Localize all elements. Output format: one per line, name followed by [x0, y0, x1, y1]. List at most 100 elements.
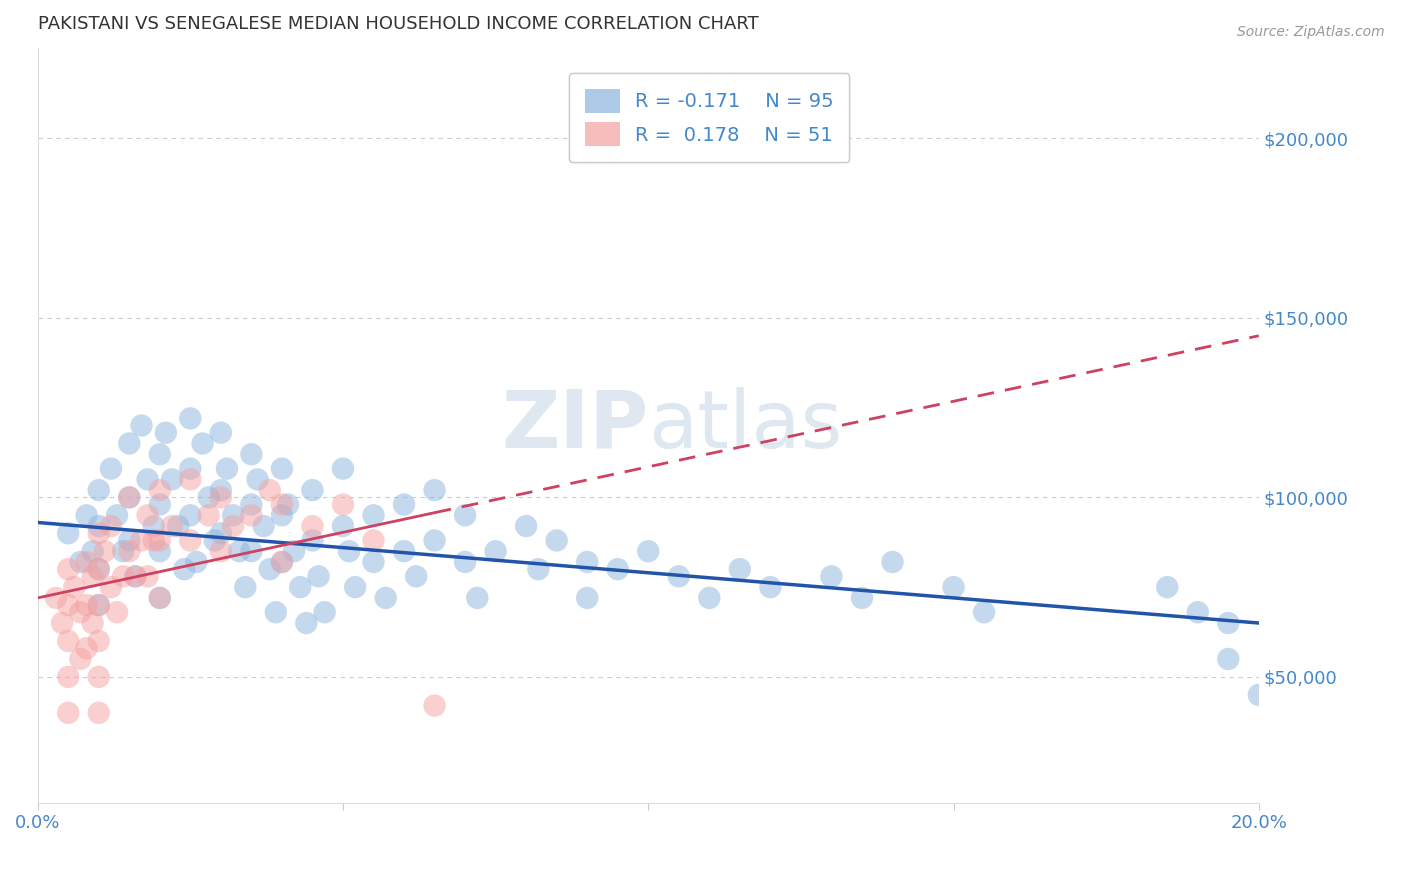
Pakistanis — [87, 519, 110, 533]
Pakistanis — [112, 544, 135, 558]
Pakistanis — [454, 508, 477, 523]
Pakistanis — [363, 508, 385, 523]
Pakistanis — [515, 519, 537, 533]
Text: ZIP: ZIP — [501, 386, 648, 465]
Senegalese — [45, 591, 67, 605]
Pakistanis — [527, 562, 550, 576]
Senegalese — [58, 598, 80, 612]
Pakistanis — [405, 569, 427, 583]
Pakistanis — [973, 605, 995, 619]
Senegalese — [87, 526, 110, 541]
Pakistanis — [215, 461, 238, 475]
Pakistanis — [149, 447, 172, 461]
Senegalese — [124, 569, 146, 583]
Pakistanis — [485, 544, 508, 558]
Pakistanis — [882, 555, 904, 569]
Pakistanis — [546, 533, 568, 548]
Pakistanis — [131, 418, 153, 433]
Senegalese — [149, 483, 172, 498]
Pakistanis — [179, 508, 201, 523]
Senegalese — [149, 533, 172, 548]
Pakistanis — [100, 461, 122, 475]
Senegalese — [271, 555, 294, 569]
Senegalese — [69, 652, 91, 666]
Pakistanis — [87, 562, 110, 576]
Pakistanis — [1187, 605, 1209, 619]
Pakistanis — [374, 591, 396, 605]
Pakistanis — [576, 555, 599, 569]
Pakistanis — [728, 562, 751, 576]
Senegalese — [87, 634, 110, 648]
Pakistanis — [283, 544, 305, 558]
Pakistanis — [222, 508, 245, 523]
Pakistanis — [851, 591, 873, 605]
Senegalese — [222, 519, 245, 533]
Senegalese — [76, 555, 98, 569]
Pakistanis — [246, 472, 269, 486]
Pakistanis — [118, 436, 141, 450]
Pakistanis — [179, 411, 201, 425]
Senegalese — [149, 591, 172, 605]
Pakistanis — [136, 472, 159, 486]
Pakistanis — [344, 580, 367, 594]
Pakistanis — [167, 519, 190, 533]
Senegalese — [131, 533, 153, 548]
Pakistanis — [149, 544, 172, 558]
Senegalese — [82, 569, 104, 583]
Text: PAKISTANI VS SENEGALESE MEDIAN HOUSEHOLD INCOME CORRELATION CHART: PAKISTANI VS SENEGALESE MEDIAN HOUSEHOLD… — [38, 15, 758, 33]
Pakistanis — [1218, 652, 1240, 666]
Pakistanis — [465, 591, 488, 605]
Pakistanis — [124, 569, 146, 583]
Pakistanis — [118, 491, 141, 505]
Senegalese — [100, 580, 122, 594]
Senegalese — [58, 670, 80, 684]
Pakistanis — [240, 447, 263, 461]
Pakistanis — [259, 562, 281, 576]
Senegalese — [51, 615, 73, 630]
Pakistanis — [105, 508, 128, 523]
Pakistanis — [1218, 615, 1240, 630]
Pakistanis — [697, 591, 720, 605]
Pakistanis — [606, 562, 628, 576]
Senegalese — [363, 533, 385, 548]
Senegalese — [209, 491, 232, 505]
Pakistanis — [69, 555, 91, 569]
Senegalese — [136, 569, 159, 583]
Senegalese — [82, 615, 104, 630]
Pakistanis — [233, 580, 256, 594]
Pakistanis — [173, 562, 195, 576]
Senegalese — [179, 472, 201, 486]
Pakistanis — [118, 533, 141, 548]
Pakistanis — [142, 519, 165, 533]
Pakistanis — [209, 425, 232, 440]
Senegalese — [301, 519, 323, 533]
Pakistanis — [149, 498, 172, 512]
Senegalese — [58, 562, 80, 576]
Senegalese — [118, 491, 141, 505]
Pakistanis — [392, 544, 415, 558]
Pakistanis — [423, 483, 446, 498]
Pakistanis — [295, 615, 318, 630]
Pakistanis — [423, 533, 446, 548]
Pakistanis — [301, 533, 323, 548]
Senegalese — [118, 544, 141, 558]
Pakistanis — [87, 483, 110, 498]
Pakistanis — [58, 526, 80, 541]
Senegalese — [136, 508, 159, 523]
Legend: R = -0.171    N = 95, R =  0.178    N = 51: R = -0.171 N = 95, R = 0.178 N = 51 — [569, 73, 849, 161]
Pakistanis — [264, 605, 287, 619]
Pakistanis — [209, 526, 232, 541]
Senegalese — [69, 605, 91, 619]
Pakistanis — [363, 555, 385, 569]
Senegalese — [87, 598, 110, 612]
Senegalese — [105, 605, 128, 619]
Senegalese — [76, 598, 98, 612]
Pakistanis — [637, 544, 659, 558]
Senegalese — [332, 498, 354, 512]
Pakistanis — [454, 555, 477, 569]
Pakistanis — [209, 483, 232, 498]
Pakistanis — [160, 472, 183, 486]
Senegalese — [197, 508, 219, 523]
Pakistanis — [332, 519, 354, 533]
Pakistanis — [337, 544, 360, 558]
